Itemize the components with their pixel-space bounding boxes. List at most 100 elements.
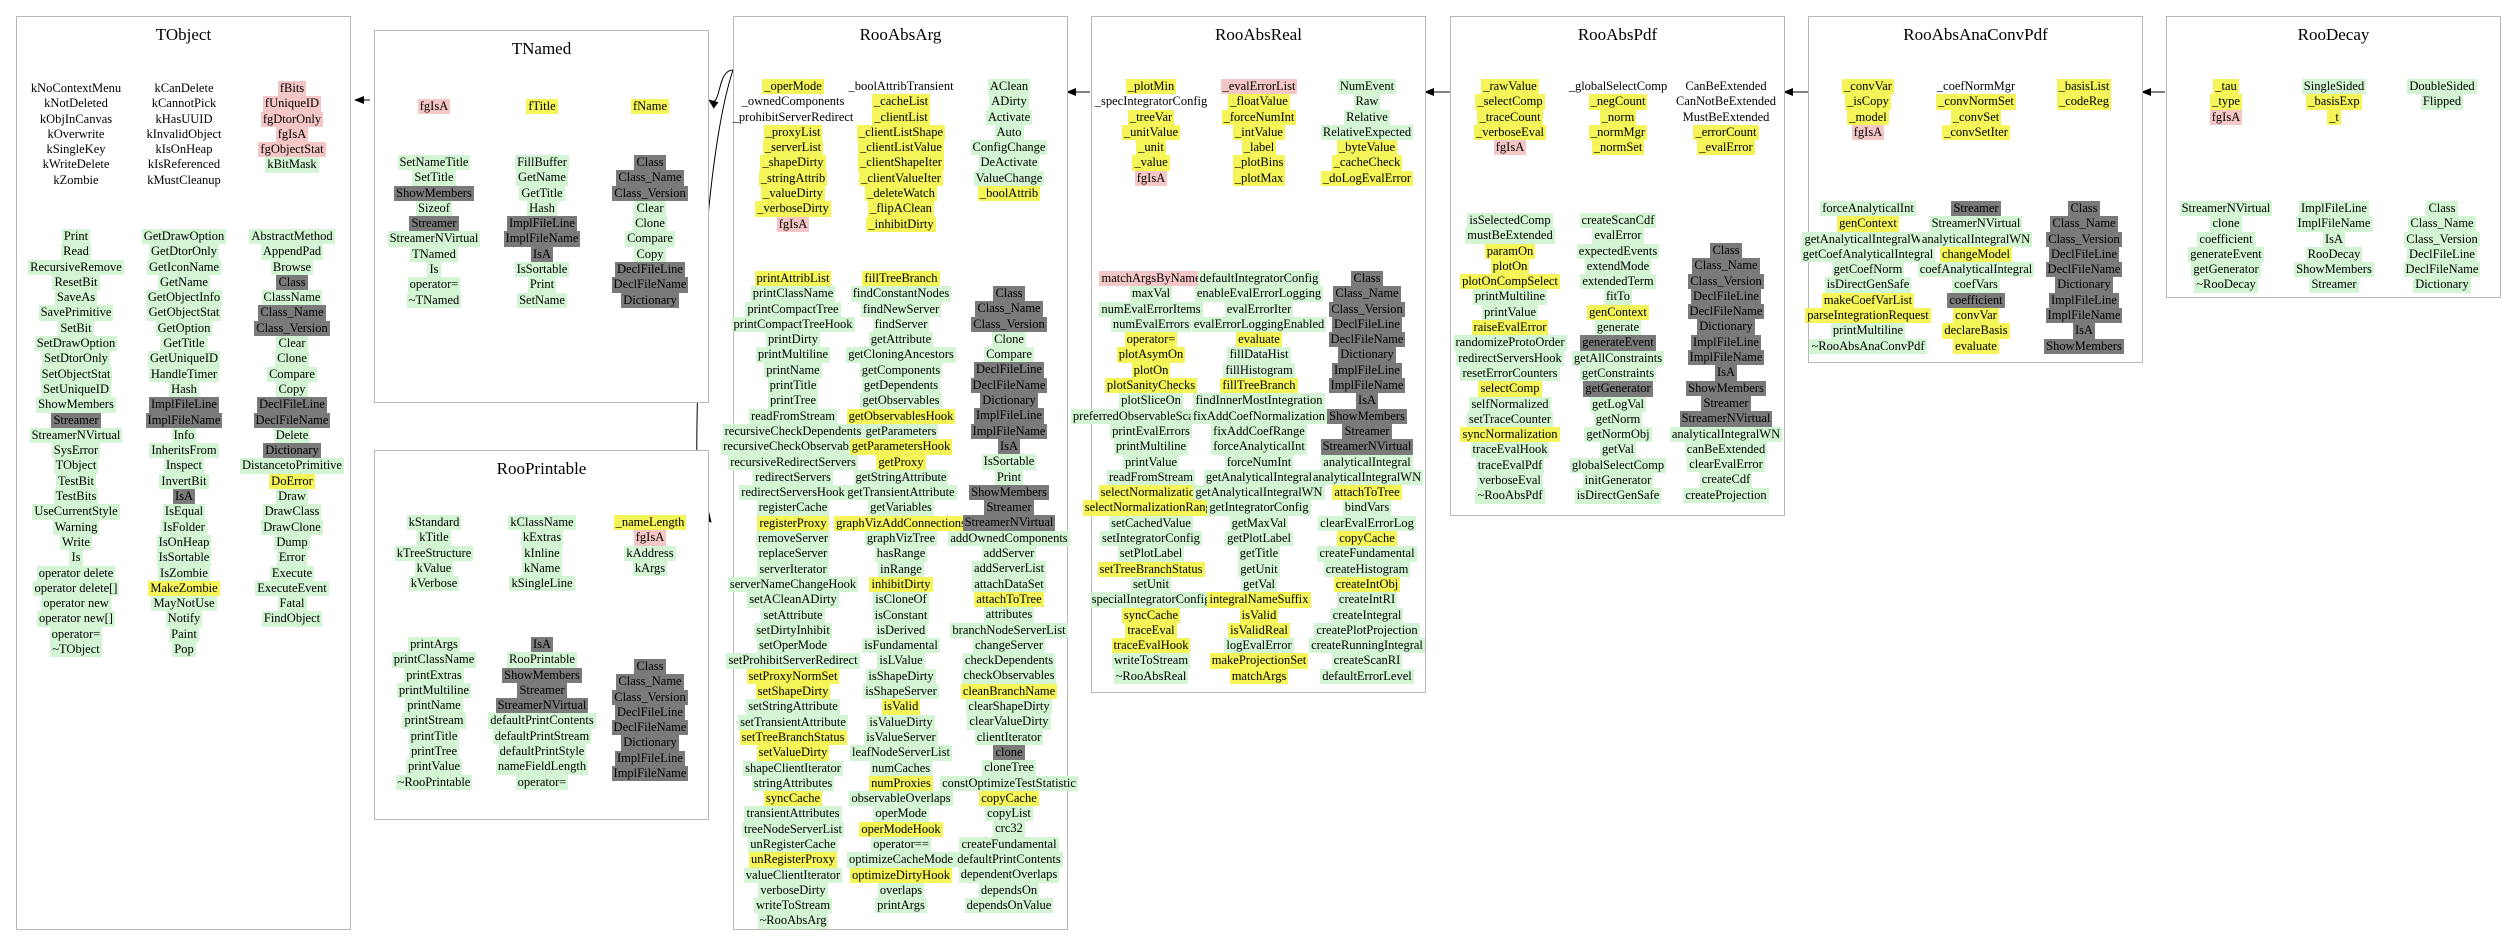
class-member: setTraceCounter: [1466, 411, 1554, 428]
class-member: ShowMembers: [36, 397, 116, 413]
class-member: nameFieldLength: [495, 759, 589, 775]
class-member: selfNormalized: [1469, 396, 1551, 412]
class-title: RooAbsPdf: [1577, 25, 1658, 44]
class-member: constOptimizeTestStatistic: [940, 775, 1078, 791]
class-member: _basisExp: [2306, 94, 2362, 110]
class-member: selectComp: [1478, 381, 1542, 397]
class-member: branchNodeServerList: [950, 622, 1068, 638]
class-member: _negCount: [1588, 94, 1648, 110]
class-member: Notify: [165, 611, 203, 627]
class-member: _cacheCheck: [1331, 155, 1403, 171]
class-member: GetOption: [155, 320, 213, 337]
class-title: RooAbsReal: [1215, 25, 1302, 44]
class-member: Dictionary: [621, 292, 679, 308]
class-member: createPlotProjection: [1314, 622, 1420, 639]
member-group: Class Class_Name Class_Version DeclFileLine…: [2030, 201, 2138, 354]
class-member: AbstractMethod: [249, 229, 335, 245]
class-member: isValidReal: [1228, 622, 1290, 639]
class-member: redirectServersHook: [739, 485, 847, 501]
class-member: _verboseEval: [1473, 124, 1547, 141]
class-member: operModeHook: [859, 821, 943, 837]
class-rooabspdf: RooAbsPdf _rawValue _selectComp _traceCoun…: [1450, 16, 1785, 516]
class-member: fgIsA: [1493, 140, 1527, 156]
class-member: overlaps: [877, 882, 925, 899]
class-member: StreamerNVirtual: [387, 231, 481, 247]
class-member: DoError: [269, 473, 315, 490]
class-member: _model: [1847, 109, 1889, 125]
class-member: _forceNumInt: [1221, 109, 1297, 125]
class-member: stringAttributes: [751, 775, 835, 792]
class-member: createHistogram: [1323, 561, 1411, 577]
class-member: _operMode: [762, 79, 824, 95]
class-member: SavePrimitive: [38, 305, 114, 321]
class-member: Dictionary: [2055, 277, 2113, 293]
class-member: writeToStream: [753, 898, 833, 914]
class-member: ~RooAbsAnaConvPdf: [1809, 338, 1927, 354]
class-member: ImplFileName: [145, 412, 223, 428]
member-group: isSelectedComp mustBeExtended paramOn plotO…: [1453, 213, 1567, 504]
class-member: addOwnedComponents: [948, 530, 1070, 547]
class-member: recursiveRedirectServers: [728, 454, 858, 470]
class-member: generateEvent: [2188, 246, 2264, 263]
class-member: _normSet: [1591, 140, 1645, 156]
class-member: extendedTerm: [1580, 274, 1656, 290]
class-member: numEvalErrors: [1110, 316, 1192, 333]
class-member: _coefNormMgr: [1936, 79, 2016, 93]
class-member: resetErrorCounters: [1460, 365, 1560, 382]
class-member: TestBit: [56, 473, 96, 490]
member-group: NumEvent Raw Relative RelativeExpected _byte…: [1313, 79, 1421, 187]
class-member: operator new[]: [37, 611, 115, 627]
class-member: ShowMembers: [1686, 380, 1766, 396]
member-group: FillBuffer GetName GetTitle Hash ImplFileLin…: [488, 155, 596, 308]
class-member: isCloneOf: [873, 592, 929, 608]
class-member: _codeReg: [2057, 94, 2111, 110]
class-member: Class_Name: [616, 170, 684, 186]
class-member: operator=: [515, 774, 569, 790]
class-member: _nameLength: [613, 515, 687, 531]
class-member: _specIntegratorConfig: [1094, 94, 1208, 109]
class-member: printMultiline: [755, 347, 831, 363]
class-member: _convVar: [1842, 79, 1894, 95]
member-group: AbstractMethod AppendPad Browse Class ClassN…: [238, 229, 346, 627]
class-member: GetIconName: [146, 259, 222, 275]
class-member: defaultPrintContents: [955, 851, 1063, 868]
class-member: setIntegratorConfig: [1100, 531, 1202, 547]
class-member: Delete: [273, 427, 311, 444]
class-member: printMultiline: [1472, 289, 1548, 305]
class-roodecay: RooDecay _tau _type fgIsA SingleSided _basi…: [2166, 16, 2501, 298]
class-member: serverNameChangeHook: [727, 576, 859, 593]
class-member: printDirty: [766, 332, 820, 348]
class-member: Compare: [625, 231, 675, 247]
class-member: Hash: [527, 200, 557, 217]
class-member: setProxyNormSet: [746, 668, 840, 685]
class-member: Fatal: [277, 596, 307, 612]
member-group: DoubleSided Flipped: [2388, 79, 2496, 110]
class-member: _selectComp: [1475, 94, 1545, 110]
class-member: StreamerNVirtual: [962, 515, 1056, 531]
class-member: findServer: [872, 316, 930, 333]
class-tnamed: TNamed fgIsA fTitle fName SetNameTitle Se…: [374, 30, 709, 403]
class-member: kInvalidObject: [146, 126, 222, 141]
class-member: Class_Name: [2050, 216, 2118, 232]
class-member: Dictionary: [1338, 347, 1396, 363]
class-member: SetDrawOption: [34, 336, 118, 352]
class-member: _verboseDirty: [755, 201, 831, 217]
class-member: Info: [171, 427, 197, 444]
class-member: clearEvalError: [1687, 457, 1765, 473]
class-member: removeServer: [755, 531, 831, 547]
class-member: getCloningAncestors: [846, 347, 956, 363]
class-member: Class_Name: [975, 301, 1043, 317]
class-member: HandleTimer: [148, 366, 220, 382]
class-member: printStream: [402, 713, 466, 729]
class-member: Paint: [169, 626, 199, 643]
class-member: SingleSided: [2301, 79, 2367, 95]
class-member: Raw: [1353, 94, 1381, 110]
class-member: _traceCount: [1477, 109, 1543, 125]
class-member: traceEval: [1125, 622, 1177, 639]
class-member: fgIsA: [776, 216, 810, 232]
class-member: printValue: [405, 759, 463, 775]
class-member: getComponents: [859, 362, 943, 379]
class-member: Class: [1351, 271, 1383, 287]
class-member: _clientValueIter: [859, 170, 943, 187]
class-member: Write: [60, 534, 92, 551]
